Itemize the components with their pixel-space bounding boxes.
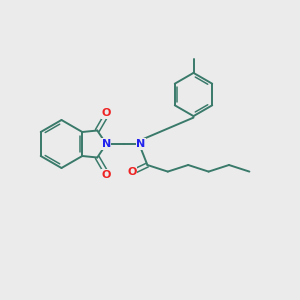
Text: O: O [102,169,111,180]
Text: O: O [127,167,136,177]
Text: N: N [102,139,111,149]
Text: N: N [136,139,146,149]
Text: O: O [102,108,111,118]
